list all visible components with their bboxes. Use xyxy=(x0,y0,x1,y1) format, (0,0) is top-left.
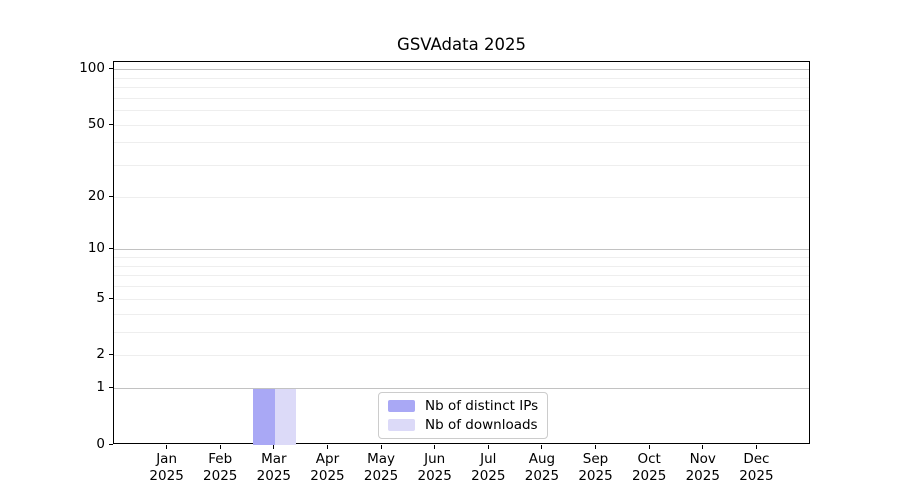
x-tick-year: 2025 xyxy=(524,467,560,484)
y-major-gridline xyxy=(114,388,809,390)
x-tick-year: 2025 xyxy=(256,467,292,484)
x-tick-year: 2025 xyxy=(578,467,613,484)
x-tick-year: 2025 xyxy=(203,467,238,484)
y-minor-gridline xyxy=(114,355,809,357)
x-tick-month: Oct xyxy=(637,451,661,467)
y-tick-mark xyxy=(109,123,113,125)
x-tick-label: Apr 2025 xyxy=(297,451,357,484)
bar-mar-series1 xyxy=(274,388,297,445)
plot-area xyxy=(113,61,810,445)
x-tick-label: Jul 2025 xyxy=(458,451,518,484)
x-tick-month: Sep xyxy=(582,451,609,467)
x-tick-mark xyxy=(166,445,168,449)
chart-title: GSVAdata 2025 xyxy=(397,35,526,54)
x-tick-month: Dec xyxy=(743,451,770,467)
x-tick-month: Jun xyxy=(424,451,446,467)
x-tick-month: Mar xyxy=(261,451,287,467)
y-tick-mark xyxy=(109,68,113,70)
y-tick-label: 5 xyxy=(96,289,105,306)
y-minor-gridline xyxy=(114,286,809,288)
y-minor-gridline xyxy=(114,257,809,259)
x-tick-month: Jul xyxy=(480,451,497,467)
x-tick-mark xyxy=(648,445,650,449)
x-tick-label: Jun 2025 xyxy=(405,451,465,484)
x-tick-year: 2025 xyxy=(685,467,720,484)
y-minor-gridline xyxy=(114,275,809,277)
x-tick-label: Jan 2025 xyxy=(137,451,197,484)
x-tick-year: 2025 xyxy=(631,467,667,484)
y-minor-gridline xyxy=(114,97,809,99)
x-tick-month: Nov xyxy=(689,451,716,467)
x-tick-month: Jan xyxy=(156,451,178,467)
y-minor-gridline xyxy=(114,124,809,126)
y-tick-label: 10 xyxy=(87,240,105,257)
x-tick-label: Nov 2025 xyxy=(673,451,733,484)
y-minor-gridline xyxy=(114,298,809,300)
x-tick-label: Feb 2025 xyxy=(190,451,250,484)
x-tick-label: Aug 2025 xyxy=(512,451,572,484)
x-tick-month: Feb xyxy=(208,451,233,467)
x-tick-year: 2025 xyxy=(149,467,184,484)
legend-swatch-1 xyxy=(388,419,415,431)
y-tick-label: 2 xyxy=(96,346,105,363)
y-tick-label: 100 xyxy=(79,60,105,77)
y-tick-label: 20 xyxy=(87,187,105,204)
y-tick-mark xyxy=(109,387,113,389)
y-tick-label: 50 xyxy=(87,115,105,132)
x-tick-year: 2025 xyxy=(363,467,399,484)
x-tick-label: Mar 2025 xyxy=(244,451,304,484)
y-tick-mark xyxy=(109,297,113,299)
x-tick-month: May xyxy=(367,451,396,467)
bar-mar-series0 xyxy=(253,388,275,445)
x-tick-year: 2025 xyxy=(310,467,345,484)
x-tick-label: Dec 2025 xyxy=(726,451,786,484)
y-minor-gridline xyxy=(114,313,809,315)
x-tick-year: 2025 xyxy=(417,467,452,484)
y-minor-gridline xyxy=(114,110,809,112)
y-tick-label: 0 xyxy=(96,435,105,452)
legend-label-0: Nb of distinct IPs xyxy=(425,398,539,414)
x-tick-month: Aug xyxy=(528,451,556,467)
legend-swatch-0 xyxy=(388,400,415,412)
x-tick-mark xyxy=(755,445,757,449)
y-minor-gridline xyxy=(114,87,809,89)
x-tick-mark xyxy=(219,445,221,449)
y-minor-gridline xyxy=(114,77,809,79)
y-tick-mark xyxy=(109,354,113,356)
x-tick-year: 2025 xyxy=(471,467,506,484)
x-tick-mark xyxy=(380,445,382,449)
y-minor-gridline xyxy=(114,196,809,198)
x-tick-year: 2025 xyxy=(739,467,774,484)
x-tick-mark xyxy=(595,445,597,449)
x-tick-label: May 2025 xyxy=(351,451,411,484)
x-tick-mark xyxy=(273,445,275,449)
legend: Nb of distinct IPs Nb of downloads xyxy=(378,392,549,439)
x-tick-label: Sep 2025 xyxy=(566,451,626,484)
x-tick-mark xyxy=(434,445,436,449)
x-tick-label: Oct 2025 xyxy=(619,451,679,484)
x-tick-mark xyxy=(487,445,489,449)
x-tick-mark xyxy=(326,445,328,449)
y-tick-label: 1 xyxy=(96,379,105,396)
x-tick-month: Apr xyxy=(315,451,340,467)
legend-entry-0: Nb of distinct IPs xyxy=(388,398,538,414)
y-tick-mark xyxy=(109,195,113,197)
y-major-gridline xyxy=(114,249,809,251)
y-minor-gridline xyxy=(114,142,809,144)
legend-entry-1: Nb of downloads xyxy=(388,417,538,433)
y-tick-mark xyxy=(109,443,113,445)
x-tick-mark xyxy=(541,445,543,449)
y-minor-gridline xyxy=(114,265,809,267)
y-minor-gridline xyxy=(114,331,809,333)
legend-label-1: Nb of downloads xyxy=(425,417,538,433)
y-major-gridline xyxy=(114,69,809,71)
x-tick-mark xyxy=(702,445,704,449)
y-minor-gridline xyxy=(114,165,809,167)
y-tick-mark xyxy=(109,248,113,250)
